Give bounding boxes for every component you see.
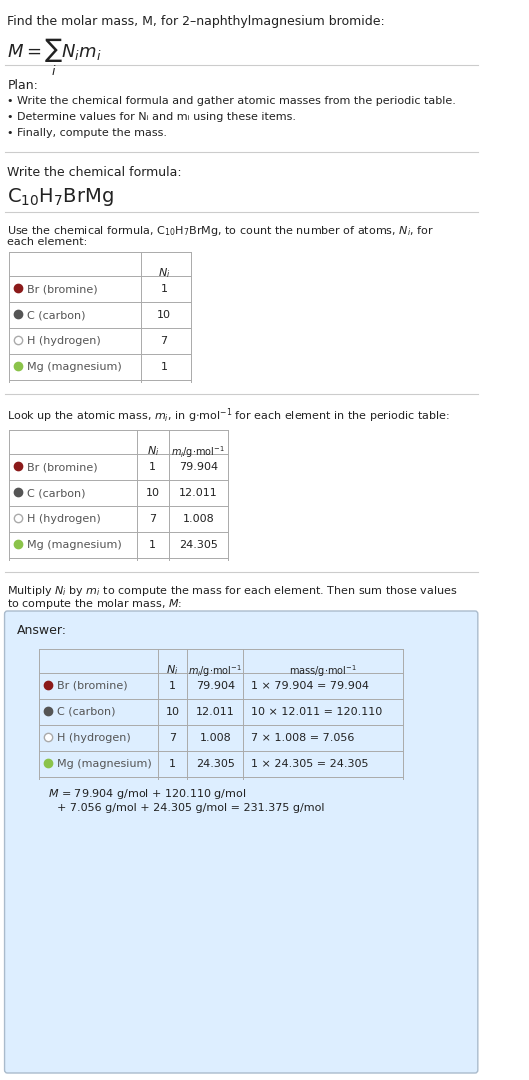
Text: Use the chemical formula, $\mathrm{C_{10}H_7BrMg}$, to count the number of atoms: Use the chemical formula, $\mathrm{C_{10… — [7, 224, 434, 238]
Text: Write the chemical formula:: Write the chemical formula: — [7, 166, 182, 179]
Text: $\mathrm{C_{10}H_7BrMg}$: $\mathrm{C_{10}H_7BrMg}$ — [7, 186, 114, 208]
Text: 1 × 24.305 = 24.305: 1 × 24.305 = 24.305 — [251, 759, 368, 769]
Text: each element:: each element: — [7, 237, 87, 247]
Text: $N_i$: $N_i$ — [166, 663, 179, 677]
Text: 10: 10 — [166, 707, 179, 717]
Text: + 7.056 g/mol + 24.305 g/mol = 231.375 g/mol: + 7.056 g/mol + 24.305 g/mol = 231.375 g… — [58, 804, 325, 813]
Text: • Write the chemical formula and gather atomic masses from the periodic table.: • Write the chemical formula and gather … — [7, 96, 456, 106]
Text: $N_i$: $N_i$ — [158, 266, 170, 280]
Text: Multiply $N_i$ by $m_i$ to compute the mass for each element. Then sum those val: Multiply $N_i$ by $m_i$ to compute the m… — [7, 584, 458, 598]
Text: 1: 1 — [161, 362, 168, 372]
Text: 7: 7 — [149, 514, 156, 524]
Text: $m_i$/g$\cdot$mol$^{-1}$: $m_i$/g$\cdot$mol$^{-1}$ — [188, 663, 242, 679]
Text: H (hydrogen): H (hydrogen) — [28, 336, 101, 346]
Text: 79.904: 79.904 — [179, 462, 218, 472]
Text: 1: 1 — [149, 540, 156, 550]
Text: $N_i$: $N_i$ — [147, 444, 159, 458]
Text: Answer:: Answer: — [16, 624, 67, 637]
Text: Br (bromine): Br (bromine) — [28, 462, 98, 472]
Text: Br (bromine): Br (bromine) — [28, 284, 98, 294]
Text: 7: 7 — [169, 733, 176, 743]
Text: 79.904: 79.904 — [196, 681, 235, 691]
Text: 1: 1 — [149, 462, 156, 472]
Text: • Determine values for Nᵢ and mᵢ using these items.: • Determine values for Nᵢ and mᵢ using t… — [7, 112, 296, 122]
Text: 12.011: 12.011 — [179, 488, 218, 498]
Text: Plan:: Plan: — [7, 79, 38, 92]
Text: $M$ = 79.904 g/mol + 120.110 g/mol: $M$ = 79.904 g/mol + 120.110 g/mol — [48, 787, 247, 801]
Text: Mg (magnesium): Mg (magnesium) — [58, 759, 152, 769]
Text: mass/g$\cdot$mol$^{-1}$: mass/g$\cdot$mol$^{-1}$ — [289, 663, 357, 679]
Text: $m_i$/g$\cdot$mol$^{-1}$: $m_i$/g$\cdot$mol$^{-1}$ — [171, 444, 225, 460]
Text: Mg (magnesium): Mg (magnesium) — [28, 540, 122, 550]
Text: H (hydrogen): H (hydrogen) — [28, 514, 101, 524]
Text: Mg (magnesium): Mg (magnesium) — [28, 362, 122, 372]
Text: H (hydrogen): H (hydrogen) — [58, 733, 131, 743]
Text: 1: 1 — [169, 759, 176, 769]
Text: 10: 10 — [157, 310, 171, 320]
FancyBboxPatch shape — [5, 611, 478, 1074]
Text: Find the molar mass, M, for 2–naphthylmagnesium bromide:: Find the molar mass, M, for 2–naphthylma… — [7, 15, 385, 28]
Text: 24.305: 24.305 — [196, 759, 235, 769]
Text: to compute the molar mass, $M$:: to compute the molar mass, $M$: — [7, 597, 183, 611]
Text: 10 × 12.011 = 120.110: 10 × 12.011 = 120.110 — [251, 707, 382, 717]
Text: C (carbon): C (carbon) — [28, 310, 86, 320]
Text: • Finally, compute the mass.: • Finally, compute the mass. — [7, 129, 167, 138]
Text: 7: 7 — [161, 336, 168, 346]
Text: Br (bromine): Br (bromine) — [58, 681, 128, 691]
Text: 1: 1 — [169, 681, 176, 691]
Text: 12.011: 12.011 — [196, 707, 234, 717]
Text: 10: 10 — [146, 488, 160, 498]
Text: 1: 1 — [161, 284, 168, 294]
Text: $M = \sum_i N_i m_i$: $M = \sum_i N_i m_i$ — [7, 37, 102, 78]
Text: 1 × 79.904 = 79.904: 1 × 79.904 = 79.904 — [251, 681, 369, 691]
Text: C (carbon): C (carbon) — [58, 707, 116, 717]
Text: 7 × 1.008 = 7.056: 7 × 1.008 = 7.056 — [251, 733, 354, 743]
Text: C (carbon): C (carbon) — [28, 488, 86, 498]
Text: 1.008: 1.008 — [183, 514, 214, 524]
Text: 24.305: 24.305 — [179, 540, 218, 550]
Text: Look up the atomic mass, $m_i$, in g$\cdot$mol$^{-1}$ for each element in the pe: Look up the atomic mass, $m_i$, in g$\cd… — [7, 406, 450, 424]
Text: 1.008: 1.008 — [199, 733, 231, 743]
